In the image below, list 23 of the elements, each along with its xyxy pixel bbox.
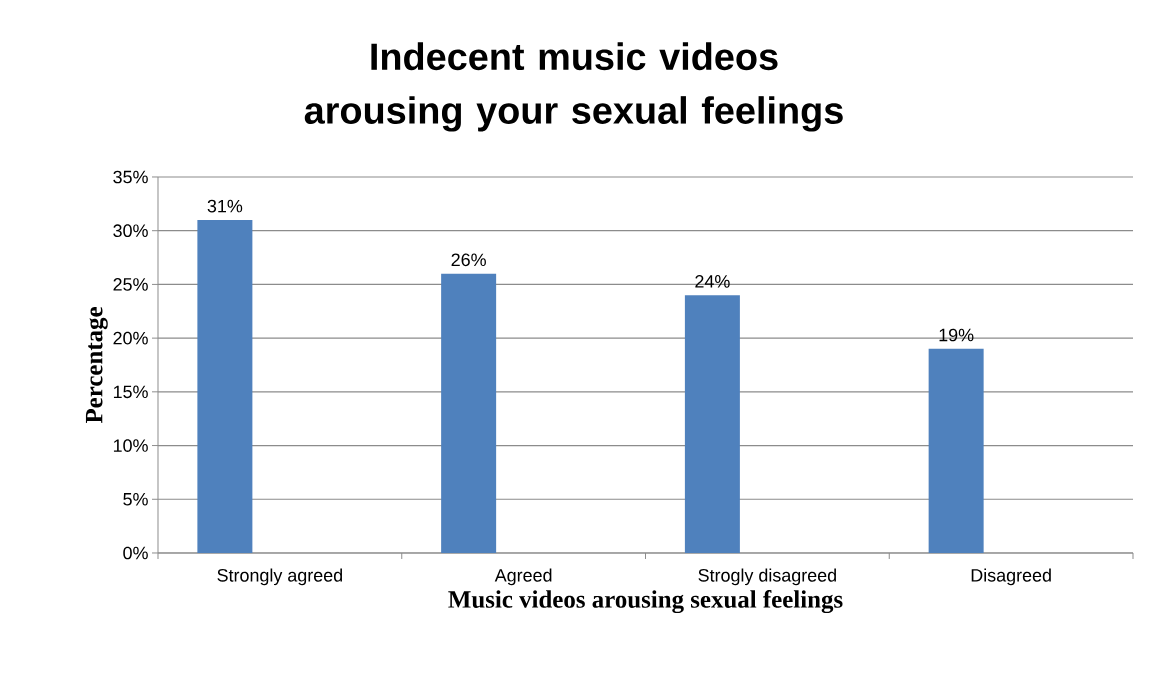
- x-tick-label: Strogly disagreed: [698, 568, 836, 586]
- x-tick-label: Strongly agreed: [217, 568, 342, 586]
- x-tick-label: Disagreed: [971, 568, 1051, 586]
- bar: [197, 219, 253, 553]
- bar: [928, 348, 984, 553]
- y-tick-label: 5%: [123, 492, 148, 506]
- x-axis-title: Music videos arousing sexual feelings: [448, 590, 843, 614]
- chart-title: Indecent music videos arousing your sexual feelings: [304, 42, 843, 132]
- y-tick-label: 30%: [113, 224, 148, 238]
- data-label: 24%: [695, 275, 730, 288]
- y-tick-label: 15%: [113, 385, 148, 399]
- y-tick-label: 10%: [113, 439, 148, 452]
- data-label: 26%: [451, 253, 486, 267]
- bar: [684, 295, 740, 553]
- data-label: 31%: [207, 199, 243, 213]
- data-label: 19%: [939, 328, 974, 342]
- y-axis-title: Percentage: [85, 307, 108, 424]
- bar: [441, 273, 497, 553]
- y-tick-label: 20%: [113, 331, 148, 345]
- x-tick-label: Agreed: [494, 568, 552, 586]
- y-tick-label: 0%: [123, 546, 148, 560]
- y-tick-label: 25%: [113, 278, 148, 291]
- y-tick-label: 35%: [113, 170, 148, 184]
